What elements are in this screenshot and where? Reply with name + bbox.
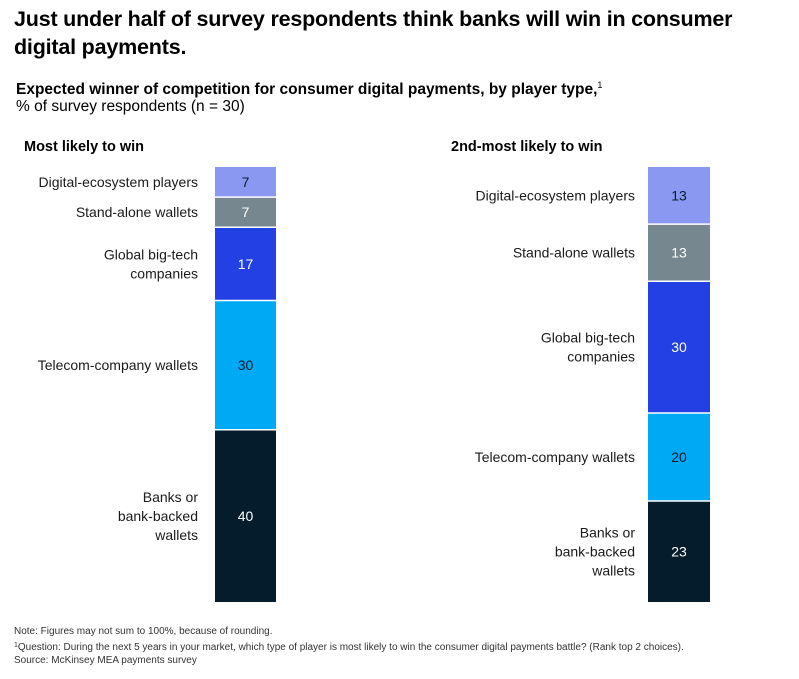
data-label: 23: [671, 543, 687, 559]
footnote-question: 1Question: During the next 5 years in yo…: [14, 639, 684, 655]
data-label: 7: [242, 174, 250, 190]
data-label: 20: [671, 449, 687, 465]
category-label: wallets: [591, 562, 635, 578]
footnote-question-text: Question: During the next 5 years in you…: [17, 641, 684, 653]
bar-segment-digital-ecosystem-players: [648, 167, 710, 225]
bar-segment-global-big-tech-companies: [215, 227, 276, 301]
chart-headline: Just under half of survey respondents th…: [14, 7, 733, 59]
category-label: companies: [130, 265, 198, 281]
category-label: Digital-ecosystem players: [39, 174, 199, 190]
subtitle-footnote-marker: 1: [597, 80, 603, 90]
category-label: bank-backed: [118, 508, 198, 524]
bar-segment-banks-or-bank-backed-wallets: [648, 500, 710, 602]
footnote-question-marker: 1: [14, 641, 18, 649]
bar-segment-telecom-company-wallets: [648, 413, 710, 501]
panel-title: Most likely to win: [24, 139, 144, 155]
stacked-bar-charts: Most likely to win 7 Digital-ecosystem pla…: [24, 139, 710, 602]
category-label: companies: [567, 349, 635, 365]
bar-segment-digital-ecosystem-players: [215, 167, 276, 198]
data-label: 13: [671, 188, 687, 204]
data-label: 30: [671, 339, 687, 355]
category-label: Stand-alone wallets: [76, 204, 198, 220]
chart-subtitle: Expected winner of competition for consu…: [16, 76, 602, 99]
category-label: Banks or: [143, 489, 199, 505]
data-label: 30: [238, 357, 254, 373]
data-label: 40: [238, 508, 254, 524]
panel-title: 2nd-most likely to win: [451, 139, 602, 155]
category-label: Telecom-company wallets: [38, 357, 198, 373]
footnotes: Note: Figures may not sum to 100%, becau…: [14, 625, 684, 668]
chart-subtitle-text: Expected winner of competition for consu…: [16, 81, 598, 98]
category-label: wallets: [154, 527, 198, 543]
footnote-note: Note: Figures may not sum to 100%, becau…: [14, 626, 273, 637]
category-label: Digital-ecosystem players: [476, 188, 636, 204]
data-label: 13: [671, 245, 687, 261]
category-label: bank-backed: [555, 543, 635, 559]
data-label: 7: [242, 204, 250, 220]
bar-segment-telecom-company-wallets: [215, 300, 276, 430]
category-label: Telecom-company wallets: [475, 449, 635, 465]
bar-segment-stand-alone-wallets: [648, 224, 710, 282]
data-label: 17: [238, 256, 254, 272]
category-label: Stand-alone wallets: [513, 245, 635, 261]
bar-segment-stand-alone-wallets: [215, 197, 276, 228]
category-label: Banks or: [580, 524, 636, 540]
category-label: Global big-tech: [104, 246, 198, 262]
unit-line: % of survey respondents (n = 30): [16, 98, 245, 115]
footnote-source: Source: McKinsey MEA payments survey: [14, 655, 197, 666]
bar-segment-banks-or-bank-backed-wallets: [215, 429, 276, 602]
category-label: Global big-tech: [541, 330, 635, 346]
bar-segment-global-big-tech-companies: [648, 281, 710, 414]
